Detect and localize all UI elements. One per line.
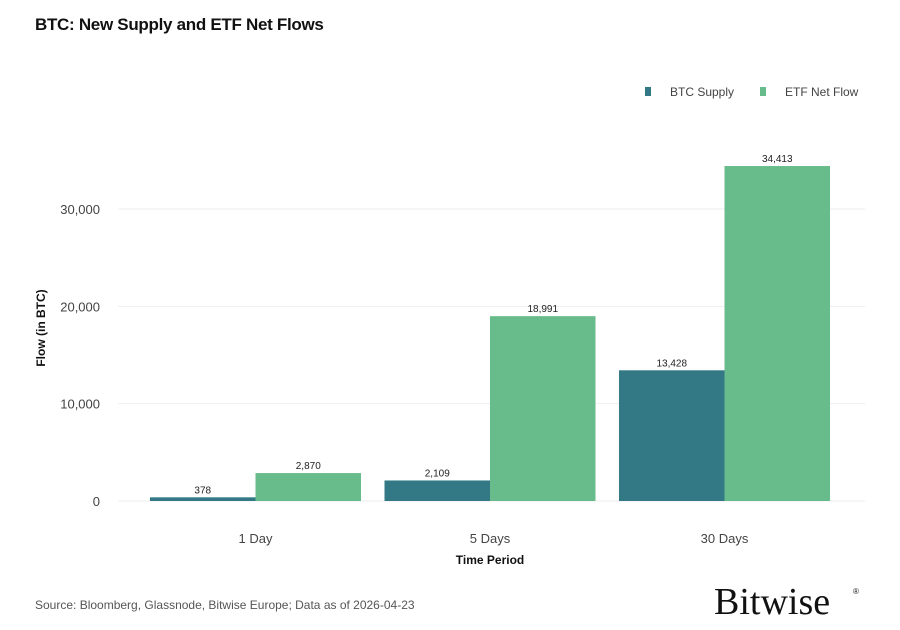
- y-axis-label: Flow (in BTC): [34, 289, 48, 366]
- bar-btc-supply: [619, 370, 725, 501]
- x-tick-label: 5 Days: [470, 531, 511, 546]
- y-tick-label: 0: [93, 494, 100, 509]
- bitwise-logo: Bitwise ®: [714, 581, 859, 623]
- x-axis-label: Time Period: [456, 553, 524, 567]
- legend-swatch: [645, 87, 651, 96]
- x-tick-label: 1 Day: [239, 531, 273, 546]
- bars: 378 2,870 2,109 18,991 13,428 34,413: [150, 154, 830, 501]
- bar-btc-supply: [150, 497, 256, 501]
- x-tick-label: 30 Days: [701, 531, 749, 546]
- legend: BTC Supply ETF Net Flow: [645, 85, 859, 99]
- source-note: Source: Bloomberg, Glassnode, Bitwise Eu…: [35, 598, 415, 612]
- svg-text:®: ®: [853, 587, 859, 596]
- legend-label: BTC Supply: [670, 85, 734, 99]
- bar-etf-net-flow: [490, 316, 596, 501]
- legend-swatch: [760, 87, 766, 96]
- svg-text:Bitwise: Bitwise: [714, 581, 830, 623]
- chart-title: BTC: New Supply and ETF Net Flows: [35, 15, 324, 34]
- data-label: 378: [194, 485, 211, 496]
- y-tick-label: 20,000: [60, 299, 100, 314]
- bar-etf-net-flow: [724, 166, 830, 501]
- data-label: 2,109: [425, 468, 450, 479]
- data-label: 34,413: [762, 154, 793, 165]
- legend-label: ETF Net Flow: [785, 85, 859, 99]
- data-label: 18,991: [527, 304, 558, 315]
- x-tick-labels: 1 Day 5 Days 30 Days: [239, 531, 749, 546]
- y-tick-label: 10,000: [60, 397, 100, 412]
- y-tick-label: 30,000: [60, 202, 100, 217]
- data-label: 2,870: [296, 461, 321, 472]
- bar-etf-net-flow: [255, 473, 361, 501]
- bar-btc-supply: [384, 480, 490, 501]
- data-label: 13,428: [656, 358, 687, 369]
